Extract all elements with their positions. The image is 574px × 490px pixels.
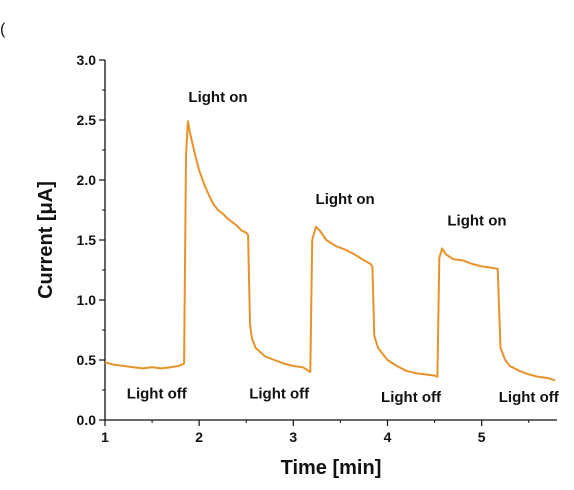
y-tick-label: 2.5: [77, 112, 97, 128]
annotation-label: Light off: [499, 389, 560, 406]
y-tick-label: 0.0: [77, 412, 97, 428]
x-tick-label: 5: [478, 429, 486, 445]
annotation-label: Light off: [249, 385, 310, 402]
y-axis-title: Current [μA]: [35, 181, 57, 299]
panel-label: (: [0, 21, 6, 38]
x-tick-label: 3: [289, 429, 297, 445]
annotation-label: Light on: [316, 191, 375, 208]
annotation-label: Light off: [127, 385, 188, 402]
y-tick-label: 1.5: [77, 232, 97, 248]
annotation-label: Light on: [447, 213, 506, 230]
y-tick-label: 1.0: [77, 292, 97, 308]
y-tick-label: 2.0: [77, 172, 97, 188]
series-line: [104, 120, 556, 382]
annotation-label: Light off: [381, 389, 442, 406]
annotation-label: Light on: [188, 89, 247, 106]
x-tick-label: 2: [195, 429, 203, 445]
y-tick-label: 0.5: [77, 352, 97, 368]
y-tick-label: 3.0: [77, 52, 97, 68]
x-axis-title: Time [min]: [281, 457, 382, 479]
x-tick-label: 4: [384, 429, 392, 445]
x-tick-label: 1: [101, 429, 109, 445]
plot-area: 0.0 0.5 1.0 1.5 2.0 2.5 3.0 1 2 3 4 5 Light on Light …: [77, 52, 560, 445]
